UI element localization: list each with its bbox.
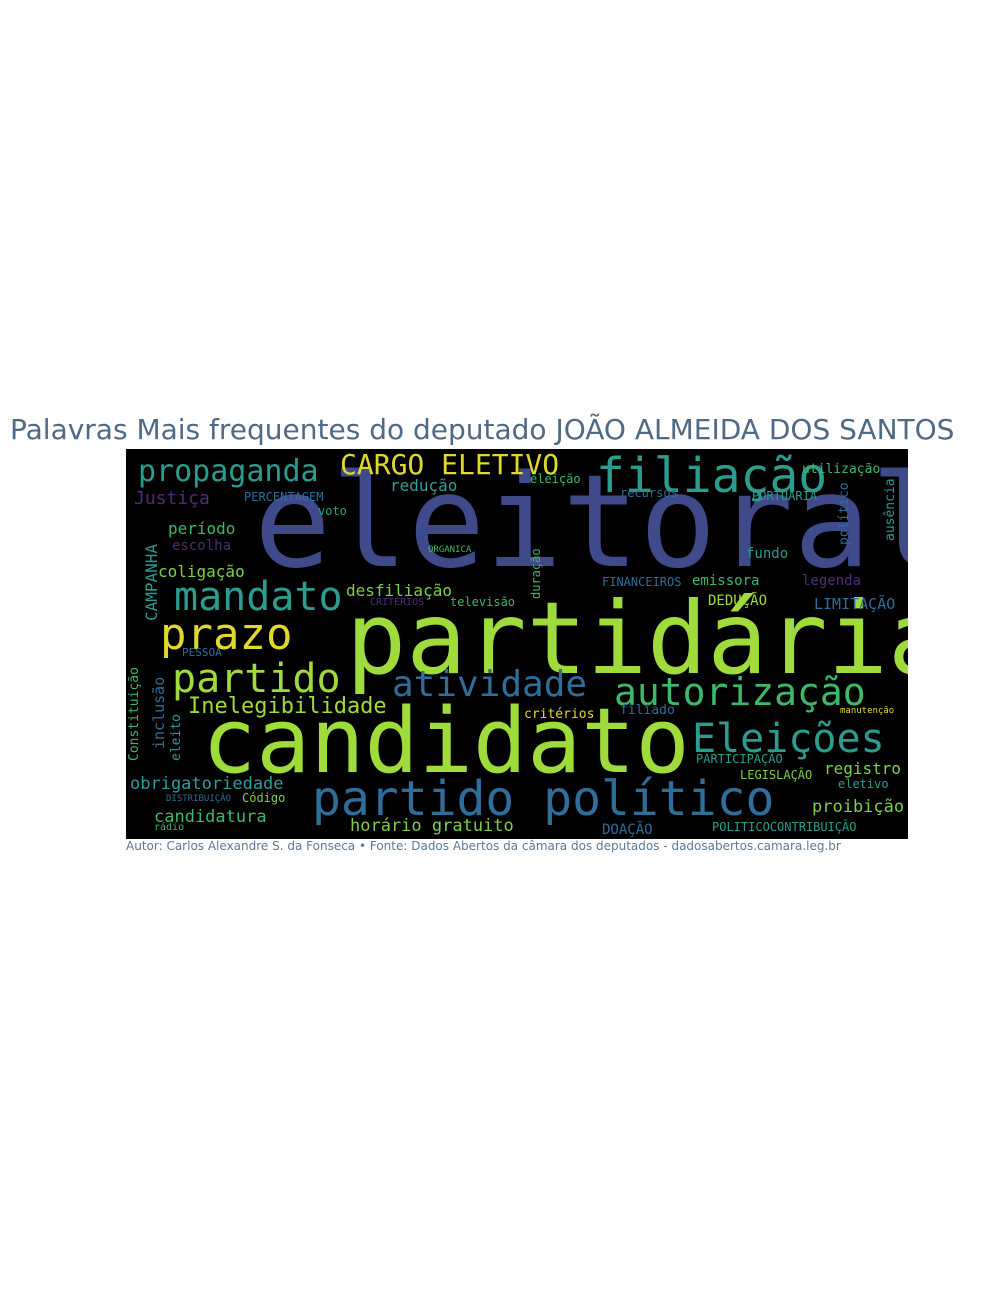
word-filiado: filiado [620,703,675,718]
word-participacao: PARTICIPAÇÃO [696,752,783,766]
word-cargo-eletivo: CARGO ELETIVO [340,449,560,481]
word-campanha: CAMPANHA [142,543,161,621]
word-constituicao: Constituição [127,667,142,761]
word-utilizacao: utilização [802,462,881,477]
word-propaganda: propaganda [138,454,319,489]
source-credit: Autor: Carlos Alexandre S. da Fonseca • … [126,839,841,853]
word-politico: político [837,482,852,545]
word-eleicoes: Eleições [692,716,885,762]
word-doacao: DOAÇÃO [602,822,653,838]
word-limitacao: LIMITAÇÃO [814,595,896,613]
word-horario-gratuito: horário gratuito [350,816,514,836]
word-percentagem: PERCENTAGEM [244,490,324,504]
word-voto: voto [318,504,347,518]
word-partido: partido [172,656,341,702]
word-inclusao: inclusão [150,676,168,749]
word-atividade: atividade [392,664,588,705]
word-partidaria: partidária [346,580,908,697]
word-partido-politico: partido político [312,771,775,827]
chart-title: Palavras Mais frequentes do deputado JOÃ… [10,413,955,446]
word-legenda: legenda [802,573,862,589]
word-desfiliacao: desfiliação [346,581,452,600]
word-reducao: redução [390,476,458,495]
word-portuaria: PORTUARIA [752,489,818,503]
word-inelegibilidade: Inelegibilidade [188,694,387,719]
word-mandato: mandato [174,574,343,620]
word-manutencao: manutenção [840,706,895,716]
word-criterios-upper: CRITÉRIOS [370,597,425,608]
word-prazo: prazo [160,609,293,660]
word-criterios: critérios [524,707,595,722]
word-eleito: eleito [169,714,184,761]
word-registro: registro [824,759,902,778]
word-recursos: recursos [620,486,678,500]
word-duracao: duração [529,548,543,599]
word-justica: Justiça [134,488,210,509]
word-financeiros: FINANCEIROS [602,575,682,589]
word-fundo: fundo [746,546,789,562]
word-politicocontribuicao: POLITICOCONTRIBUIÇÃO [712,820,857,834]
word-radio: rádio [154,822,185,833]
word-legislacao: LEGISLAÇÃO [740,768,813,782]
word-candidato: candidato [202,689,690,794]
word-organica: ORGANICA [428,545,472,555]
word-coligacao: coligação [158,562,245,581]
word-eletivo: eletivo [838,777,889,791]
word-escolha: escolha [172,538,232,554]
word-ausencia: ausência [883,478,898,541]
word-filiacao: filiação [596,449,828,504]
word-distribuicao: DISTRIBUIÇÃO [166,794,232,804]
word-cloud: eleitoral partidária candidato partido p… [126,449,908,839]
word-proibicao: proibição [812,797,905,817]
word-periodo: período [168,519,236,538]
word-autorizacao: autorização [614,670,866,714]
word-codigo: Código [242,791,286,805]
word-eleitoral: eleitoral [254,449,908,597]
word-obrigatoriedade: obrigatoriedade [130,774,284,794]
word-eleicao: eleição [530,472,581,486]
word-pessoa: PESSOA [182,646,222,659]
word-deducao: DEDUÇÃO [708,593,768,609]
word-televisao: televisão [450,595,516,609]
word-emissora: emissora [692,573,760,589]
word-candidatura: candidatura [154,807,267,827]
